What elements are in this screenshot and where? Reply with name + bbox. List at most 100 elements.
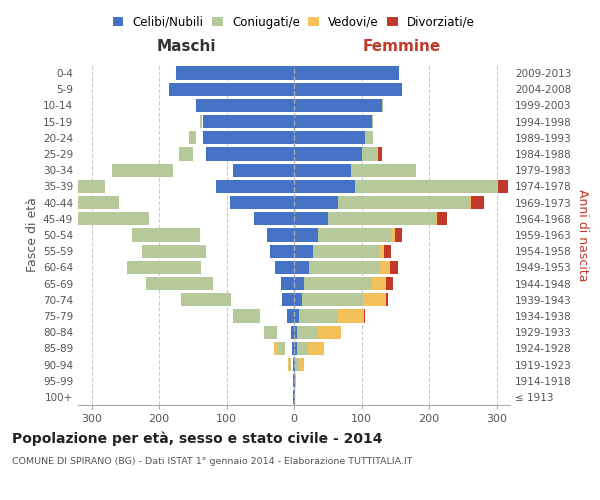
Bar xyxy=(386,277,393,290)
Bar xyxy=(182,228,190,241)
Bar xyxy=(101,196,109,209)
Bar xyxy=(294,196,338,209)
Bar xyxy=(254,212,294,226)
Bar xyxy=(275,260,294,274)
Bar xyxy=(193,244,198,258)
Bar xyxy=(364,310,365,322)
Bar xyxy=(337,310,364,322)
Bar xyxy=(294,358,295,371)
Bar xyxy=(187,260,192,274)
Bar xyxy=(390,260,398,274)
Bar xyxy=(294,82,402,96)
Bar xyxy=(392,228,395,241)
Bar xyxy=(200,115,202,128)
Bar xyxy=(233,310,260,322)
Bar xyxy=(371,115,373,128)
Text: Maschi: Maschi xyxy=(156,38,216,54)
Bar xyxy=(338,196,470,209)
Bar xyxy=(294,293,302,306)
Bar xyxy=(0,180,105,193)
Bar xyxy=(114,212,131,226)
Bar xyxy=(437,212,447,226)
Bar xyxy=(471,196,484,209)
Bar xyxy=(470,196,471,209)
Bar xyxy=(233,164,294,177)
Bar xyxy=(282,293,294,306)
Bar xyxy=(497,180,498,193)
Bar xyxy=(203,131,294,144)
Bar xyxy=(355,180,497,193)
Y-axis label: Anni di nascita: Anni di nascita xyxy=(576,188,589,281)
Bar xyxy=(201,244,203,258)
Bar xyxy=(363,293,386,306)
Bar xyxy=(436,212,437,226)
Bar xyxy=(294,228,317,241)
Bar xyxy=(361,148,379,160)
Bar xyxy=(215,293,223,306)
Bar xyxy=(7,196,118,209)
Bar xyxy=(298,342,308,355)
Bar xyxy=(274,342,280,355)
Bar xyxy=(176,66,294,80)
Bar xyxy=(313,244,379,258)
Bar xyxy=(230,196,294,209)
Bar xyxy=(112,164,173,177)
Bar xyxy=(308,342,325,355)
Bar xyxy=(263,326,277,339)
Bar xyxy=(206,148,294,160)
Bar xyxy=(379,148,382,160)
Bar xyxy=(102,180,104,193)
Bar xyxy=(271,244,294,258)
Bar xyxy=(293,358,294,371)
Bar xyxy=(304,277,371,290)
Bar xyxy=(294,131,365,144)
Bar xyxy=(298,326,317,339)
Bar xyxy=(142,244,206,258)
Bar xyxy=(127,260,201,274)
Bar xyxy=(202,277,208,290)
Bar xyxy=(161,164,167,177)
Bar xyxy=(196,99,294,112)
Bar xyxy=(295,374,296,388)
Bar xyxy=(146,277,213,290)
Bar xyxy=(294,310,299,322)
Bar xyxy=(371,277,386,290)
Bar xyxy=(309,260,380,274)
Bar xyxy=(293,390,294,404)
Bar xyxy=(294,326,298,339)
Bar xyxy=(299,310,337,322)
Bar xyxy=(287,310,294,322)
Text: Femmine: Femmine xyxy=(363,38,441,54)
Bar xyxy=(317,228,392,241)
Bar xyxy=(294,99,382,112)
Bar xyxy=(292,342,294,355)
Bar xyxy=(395,228,402,241)
Bar xyxy=(247,310,254,322)
Bar xyxy=(190,148,191,160)
Bar xyxy=(203,115,294,128)
Bar xyxy=(294,212,328,226)
Bar xyxy=(197,228,198,241)
Bar xyxy=(294,180,355,193)
Bar xyxy=(294,148,361,160)
Bar xyxy=(44,212,149,226)
Bar xyxy=(382,99,383,112)
Bar xyxy=(317,326,341,339)
Bar xyxy=(302,293,363,306)
Bar xyxy=(299,358,304,371)
Bar xyxy=(263,326,271,339)
Bar xyxy=(181,293,231,306)
Bar xyxy=(267,228,294,241)
Text: COMUNE DI SPIRANO (BG) - Dati ISTAT 1° gennaio 2014 - Elaborazione TUTTITALIA.IT: COMUNE DI SPIRANO (BG) - Dati ISTAT 1° g… xyxy=(12,457,413,466)
Bar xyxy=(294,342,298,355)
Bar xyxy=(293,374,294,388)
Bar xyxy=(220,293,222,306)
Bar xyxy=(90,180,97,193)
Bar xyxy=(380,260,390,274)
Bar xyxy=(386,293,388,306)
Bar xyxy=(288,358,289,371)
Bar xyxy=(289,358,290,371)
Bar xyxy=(116,196,117,209)
Bar xyxy=(169,82,294,96)
Bar xyxy=(385,244,391,258)
